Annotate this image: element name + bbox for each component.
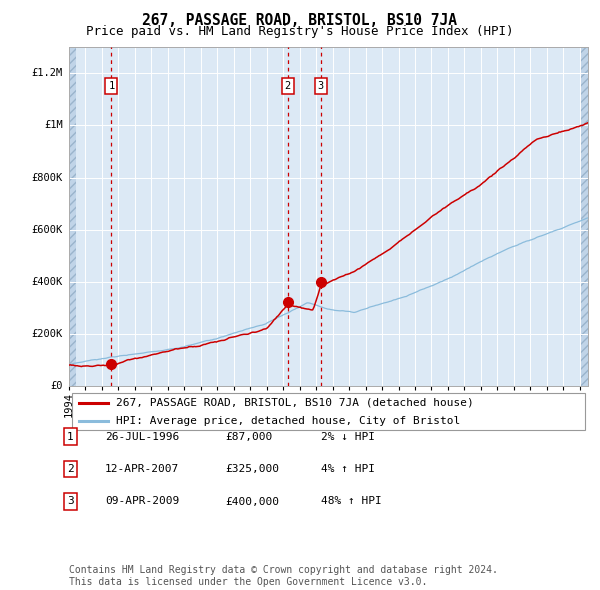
Text: 4% ↑ HPI: 4% ↑ HPI [321,464,375,474]
Text: 26-JUL-1996: 26-JUL-1996 [105,432,179,441]
Text: £0: £0 [50,382,63,391]
Text: £1M: £1M [44,120,63,130]
Text: 48% ↑ HPI: 48% ↑ HPI [321,497,382,506]
Text: 1: 1 [67,432,74,441]
Text: £600K: £600K [32,225,63,235]
Text: HPI: Average price, detached house, City of Bristol: HPI: Average price, detached house, City… [116,416,460,426]
Text: £400,000: £400,000 [225,497,279,506]
Text: 3: 3 [67,497,74,506]
Text: 1: 1 [108,81,115,91]
FancyBboxPatch shape [71,394,586,430]
Text: 2% ↓ HPI: 2% ↓ HPI [321,432,375,441]
Text: 2: 2 [284,81,291,91]
Text: 12-APR-2007: 12-APR-2007 [105,464,179,474]
Text: 267, PASSAGE ROAD, BRISTOL, BS10 7JA (detached house): 267, PASSAGE ROAD, BRISTOL, BS10 7JA (de… [116,398,473,408]
Text: 09-APR-2009: 09-APR-2009 [105,497,179,506]
Text: Price paid vs. HM Land Registry's House Price Index (HPI): Price paid vs. HM Land Registry's House … [86,25,514,38]
Text: Contains HM Land Registry data © Crown copyright and database right 2024.
This d: Contains HM Land Registry data © Crown c… [69,565,498,587]
Text: 3: 3 [317,81,324,91]
Text: £200K: £200K [32,329,63,339]
Text: £87,000: £87,000 [225,432,272,441]
Text: £1.2M: £1.2M [32,68,63,78]
Text: £325,000: £325,000 [225,464,279,474]
Text: £400K: £400K [32,277,63,287]
Text: 2: 2 [67,464,74,474]
Bar [580,47,588,386]
Text: £800K: £800K [32,173,63,183]
Text: 267, PASSAGE ROAD, BRISTOL, BS10 7JA: 267, PASSAGE ROAD, BRISTOL, BS10 7JA [143,13,458,28]
Bar [69,47,76,386]
